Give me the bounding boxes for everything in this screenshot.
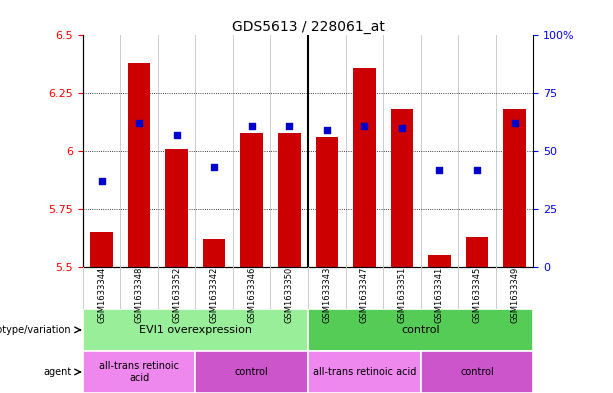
Bar bbox=[240, 132, 263, 267]
Bar bbox=[503, 109, 526, 267]
Bar bbox=[308, 351, 421, 393]
Point bbox=[172, 132, 181, 138]
Bar bbox=[83, 309, 308, 351]
Bar bbox=[316, 137, 338, 267]
Text: control: control bbox=[402, 325, 440, 335]
Text: EVI1 overexpression: EVI1 overexpression bbox=[139, 325, 252, 335]
Point bbox=[322, 127, 332, 133]
Point bbox=[247, 123, 257, 129]
Text: GSM1633346: GSM1633346 bbox=[247, 267, 256, 323]
Text: control: control bbox=[235, 367, 268, 377]
Text: GSM1633351: GSM1633351 bbox=[397, 267, 406, 323]
Title: GDS5613 / 228061_at: GDS5613 / 228061_at bbox=[232, 20, 384, 34]
Bar bbox=[421, 351, 533, 393]
Text: GSM1633352: GSM1633352 bbox=[172, 267, 181, 323]
Text: all-trans retinoic
acid: all-trans retinoic acid bbox=[99, 361, 179, 383]
Bar bbox=[466, 237, 488, 267]
Point bbox=[134, 120, 144, 127]
Text: GSM1633341: GSM1633341 bbox=[435, 267, 444, 323]
Bar bbox=[428, 255, 451, 267]
Bar bbox=[196, 351, 308, 393]
Point bbox=[359, 123, 369, 129]
Text: GSM1633347: GSM1633347 bbox=[360, 267, 369, 323]
Text: GSM1633345: GSM1633345 bbox=[473, 267, 481, 323]
Point bbox=[97, 178, 107, 184]
Point bbox=[509, 120, 519, 127]
Text: GSM1633350: GSM1633350 bbox=[285, 267, 294, 323]
Bar bbox=[353, 68, 376, 267]
Point bbox=[209, 164, 219, 171]
Text: control: control bbox=[460, 367, 494, 377]
Text: GSM1633343: GSM1633343 bbox=[322, 267, 331, 323]
Point bbox=[284, 123, 294, 129]
Bar bbox=[308, 309, 533, 351]
Bar bbox=[390, 109, 413, 267]
Bar bbox=[203, 239, 226, 267]
Point bbox=[397, 125, 407, 131]
Text: GSM1633349: GSM1633349 bbox=[510, 267, 519, 323]
Point bbox=[435, 167, 444, 173]
Text: all-trans retinoic acid: all-trans retinoic acid bbox=[313, 367, 416, 377]
Point bbox=[472, 167, 482, 173]
Bar bbox=[128, 63, 150, 267]
Text: agent: agent bbox=[44, 367, 72, 377]
Text: GSM1633344: GSM1633344 bbox=[97, 267, 106, 323]
Text: GSM1633342: GSM1633342 bbox=[210, 267, 219, 323]
Bar bbox=[166, 149, 188, 267]
Bar bbox=[90, 232, 113, 267]
Text: genotype/variation: genotype/variation bbox=[0, 325, 72, 335]
Bar bbox=[278, 132, 300, 267]
Text: GSM1633348: GSM1633348 bbox=[135, 267, 143, 323]
Bar bbox=[83, 351, 196, 393]
